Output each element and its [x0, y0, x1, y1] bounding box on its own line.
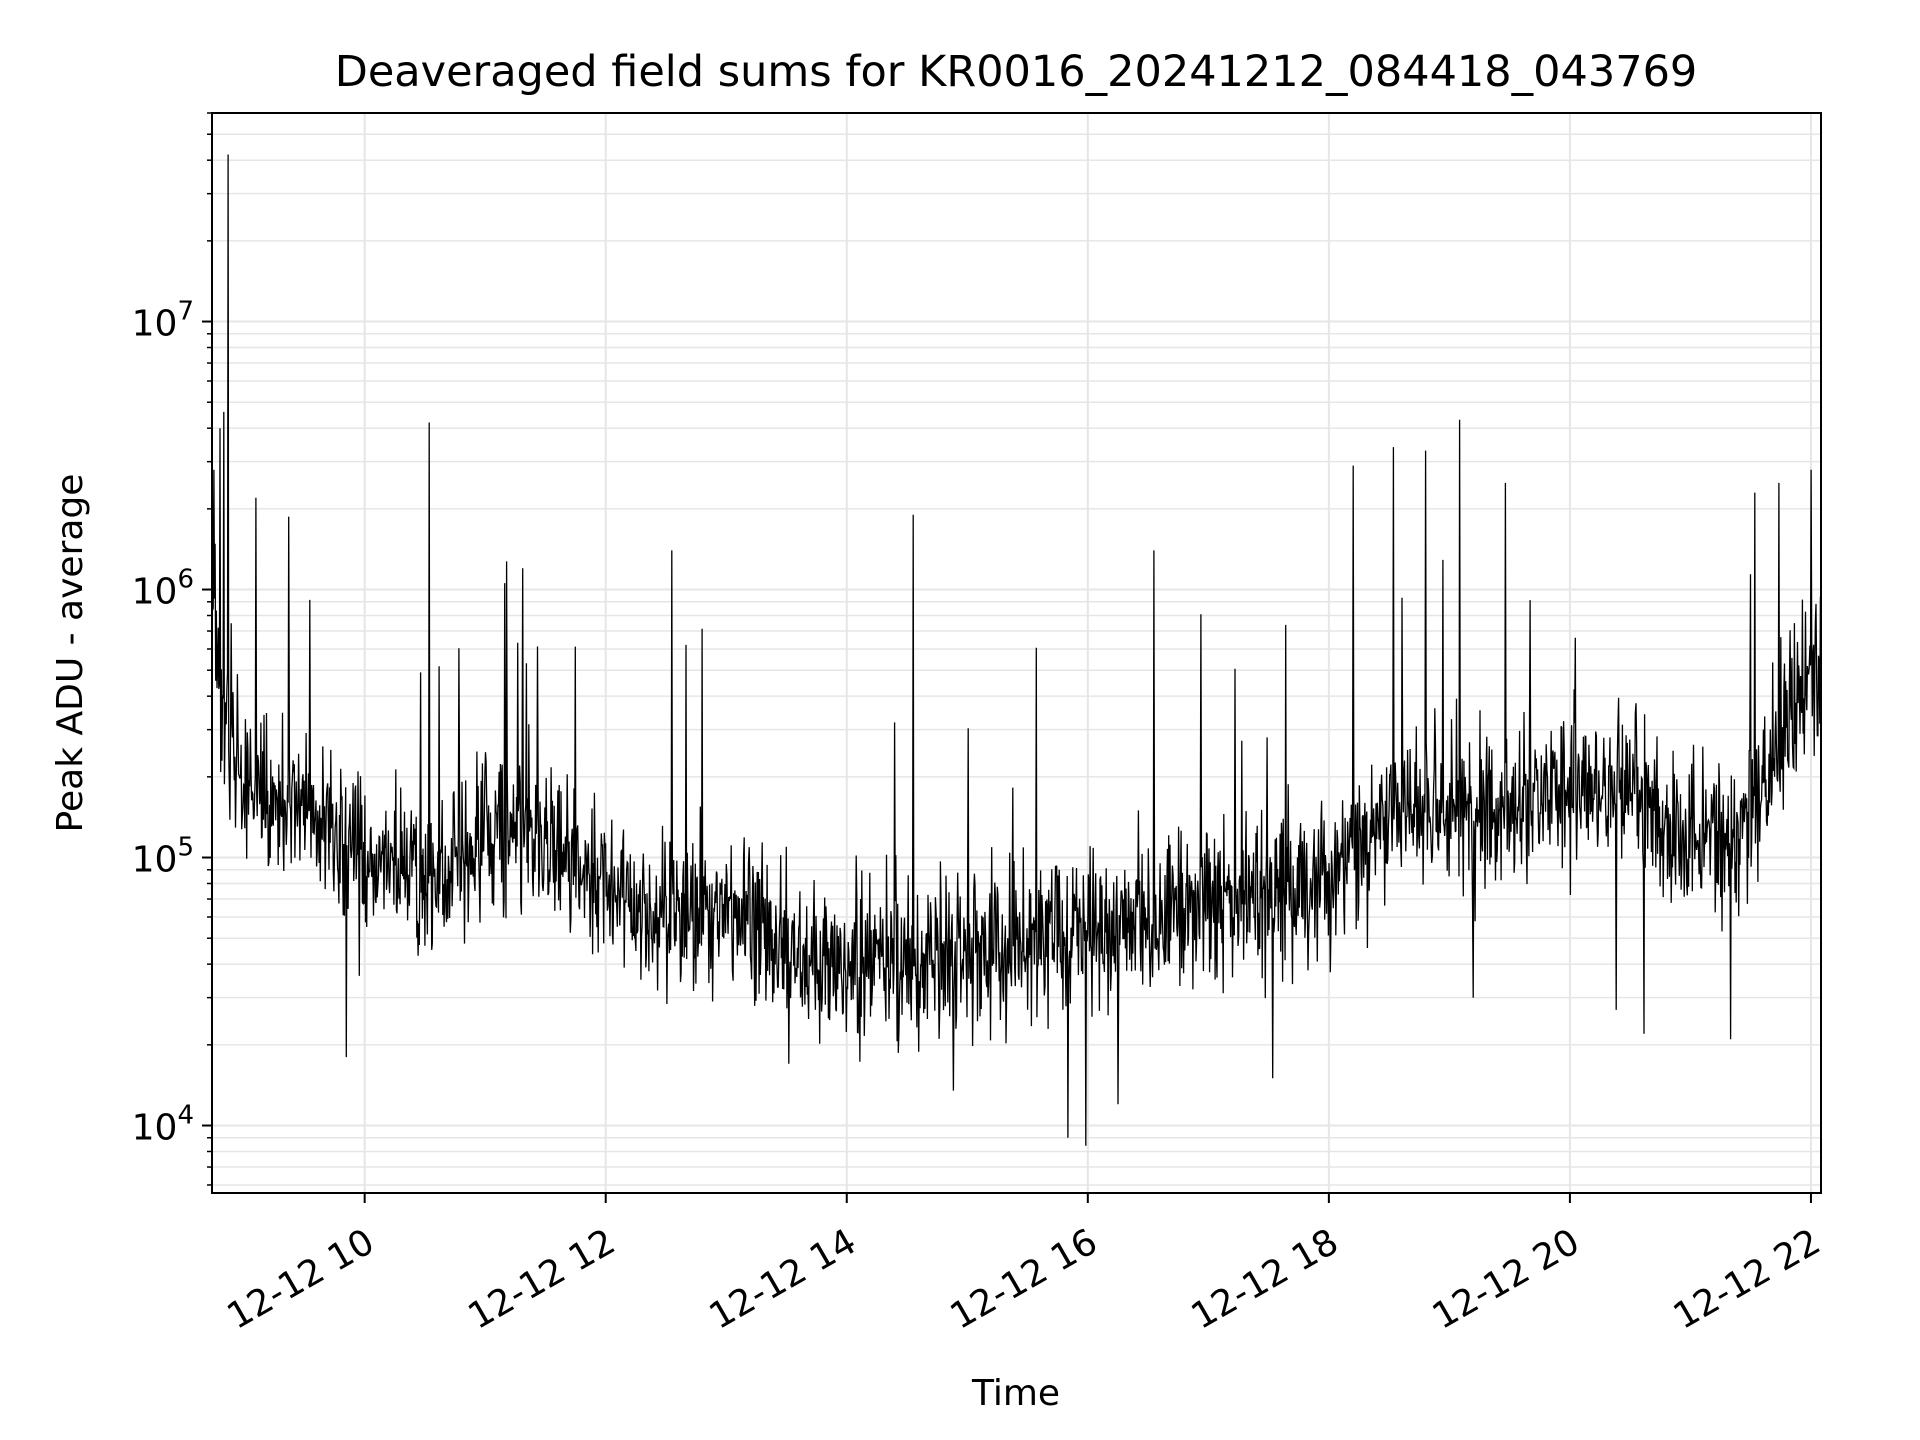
- series-line: [211, 154, 1822, 1146]
- y-tick-label: 104: [132, 1101, 194, 1149]
- y-tick-label-exponent: 4: [177, 1101, 194, 1131]
- x-tick-label: 12-12 16: [944, 1221, 1105, 1337]
- x-tick-label: 12-12 22: [1667, 1221, 1828, 1337]
- y-tick-label-exponent: 5: [177, 833, 194, 863]
- y-tick-label: 106: [132, 565, 194, 613]
- y-tick-label: 107: [132, 297, 194, 345]
- x-axis-label: Time: [971, 1373, 1060, 1414]
- grid-minor: [212, 112, 1821, 1186]
- x-tick-label: 12-12 20: [1426, 1221, 1587, 1337]
- y-tick-label: 105: [132, 833, 194, 881]
- x-tick-label: 12-12 14: [703, 1221, 864, 1337]
- y-tick-label-base: 10: [132, 572, 178, 613]
- x-axis: 12-12 10 12-12 12 12-12 14 12-12 16 12-12 18…: [220, 1193, 1827, 1338]
- plot-frame: [211, 112, 1822, 1194]
- y-tick-label-base: 10: [132, 304, 178, 345]
- x-tick-label: 12-12 12: [462, 1221, 623, 1337]
- y-axis-label: Peak ADU - average: [50, 474, 91, 833]
- chart-title: Deaveraged field sums for KR0016_2024121…: [335, 47, 1698, 97]
- y-tick-label-exponent: 7: [177, 297, 194, 327]
- y-tick-label-base: 10: [132, 840, 178, 881]
- y-tick-label-base: 10: [132, 1108, 178, 1149]
- y-tick-label-exponent: 6: [177, 565, 194, 595]
- x-tick-label: 12-12 10: [220, 1221, 381, 1337]
- grid-major: [212, 113, 1821, 1193]
- x-tick-label: 12-12 18: [1185, 1221, 1346, 1337]
